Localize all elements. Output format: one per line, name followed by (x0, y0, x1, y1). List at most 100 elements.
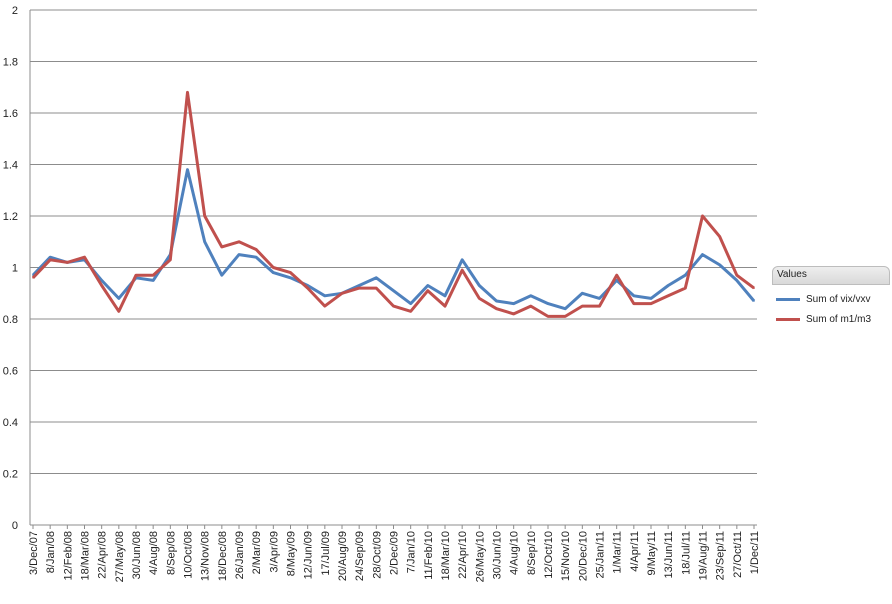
data-point (66, 261, 69, 264)
data-point (83, 256, 86, 259)
data-point (238, 240, 240, 243)
legend-title: Values (772, 266, 890, 285)
x-tick-label: 4/Aug/10 (509, 531, 521, 575)
data-point (272, 271, 275, 274)
data-point (684, 287, 687, 289)
x-tick-label: 18/Jul/11 (680, 531, 692, 575)
legend-swatch-m1-m3 (776, 318, 800, 321)
data-point (512, 302, 515, 305)
data-point (581, 292, 584, 295)
data-point (701, 253, 704, 256)
x-tick-label: 7/Jan/10 (406, 531, 418, 573)
x-tick-label: 8/Jan/08 (45, 531, 57, 573)
data-point (49, 256, 51, 259)
y-tick-label: 2 (12, 5, 18, 17)
x-tick-label: 24/Sep/09 (354, 531, 366, 581)
data-point (547, 302, 549, 305)
data-point (289, 277, 292, 279)
data-point (461, 258, 463, 261)
x-tick-label: 9/May/11 (646, 531, 658, 575)
data-point (392, 289, 395, 292)
data-point (478, 284, 481, 287)
y-tick-label: 0 (12, 520, 18, 532)
x-tick-label: 19/Aug/11 (698, 531, 710, 580)
x-tick-label: 10/Oct/08 (183, 531, 195, 579)
x-tick-label: 8/Sep/08 (165, 531, 177, 575)
x-tick-label: 28/Oct/09 (371, 531, 383, 579)
data-point (255, 248, 257, 251)
data-point (118, 310, 120, 313)
data-point (512, 313, 515, 315)
data-point (306, 287, 309, 289)
x-tick-label: 2/Dec/09 (389, 531, 401, 575)
x-tick-label: 4/Apr/11 (629, 531, 641, 572)
data-point (701, 215, 704, 217)
data-point (221, 274, 223, 277)
data-point (547, 315, 549, 318)
x-tick-label: 30/Jun/08 (131, 531, 143, 579)
x-tick-label: 12/Oct/10 (543, 531, 555, 579)
data-point (324, 295, 326, 297)
data-point (32, 277, 34, 279)
x-tick-label: 12/Feb/08 (62, 531, 74, 581)
x-tick-label: 20/Dec/10 (577, 531, 589, 581)
data-point (495, 300, 498, 302)
data-point (49, 258, 51, 261)
x-tick-label: 25/Jan/11 (595, 531, 607, 579)
x-tick-label: 8/May/09 (286, 531, 298, 576)
x-tick-label: 1/Mar/11 (612, 531, 624, 574)
legend-label-m1-m3: Sum of m1/m3 (806, 314, 872, 325)
x-tick-label: 22/Apr/08 (97, 531, 109, 579)
data-point (358, 284, 360, 287)
y-tick-label: 0.6 (3, 366, 18, 378)
series-line-vix-vxv (31, 168, 756, 311)
data-point (615, 279, 618, 282)
legend-item-m1-m3: Sum of m1/m3 (772, 314, 890, 325)
data-point (718, 264, 721, 266)
data-point (409, 310, 412, 313)
data-point (203, 215, 206, 217)
y-axis-tick-labels: 0 0.2 0.4 0.6 0.8 1 1.2 1.4 1.6 1.8 2 (3, 5, 18, 532)
data-point (478, 297, 481, 300)
x-tick-label: 12/Jun/09 (303, 531, 315, 579)
data-point (152, 279, 154, 282)
data-point (633, 302, 635, 305)
x-axis: 3/Dec/07 8/Jan/08 12/Feb/08 18/Mar/08 22/Apr… (28, 10, 761, 582)
x-tick-label: 1/Dec/11 (749, 531, 761, 574)
data-point (427, 284, 429, 287)
data-point (169, 258, 172, 261)
data-point (530, 305, 532, 307)
data-point (495, 307, 498, 310)
data-point (409, 302, 412, 305)
data-point (392, 305, 395, 307)
x-tick-label: 20/Aug/09 (337, 531, 349, 581)
x-tick-label: 27/May/08 (114, 531, 126, 582)
data-point (118, 297, 120, 300)
y-tick-label: 1 (12, 263, 18, 275)
data-point (444, 295, 446, 297)
x-tick-label: 13/Nov/08 (200, 531, 212, 581)
data-point (736, 274, 738, 277)
data-point (324, 305, 326, 307)
y-tick-label: 1.4 (3, 160, 18, 172)
x-tick-label: 18/Mar/08 (80, 531, 92, 581)
data-point (186, 168, 189, 171)
data-point (718, 235, 721, 238)
x-tick-label: 18/Dec/08 (217, 531, 229, 581)
y-tick-label: 0.2 (3, 469, 18, 481)
data-point (753, 300, 755, 302)
data-point (667, 295, 669, 297)
data-point (581, 305, 584, 307)
x-tick-label: 13/Jun/11 (663, 531, 675, 579)
data-point (736, 279, 738, 282)
legend: Values Sum of vix/vxv Sum of m1/m3 (772, 266, 890, 325)
data-point (753, 287, 755, 289)
x-tick-label: 26/Jan/09 (234, 531, 246, 579)
data-point (341, 292, 343, 295)
data-point (375, 277, 378, 279)
y-tick-label: 0.8 (3, 314, 18, 326)
x-tick-label: 15/Nov/10 (560, 531, 572, 581)
data-point (444, 305, 446, 307)
x-tick-label: 18/Mar/10 (440, 531, 452, 581)
